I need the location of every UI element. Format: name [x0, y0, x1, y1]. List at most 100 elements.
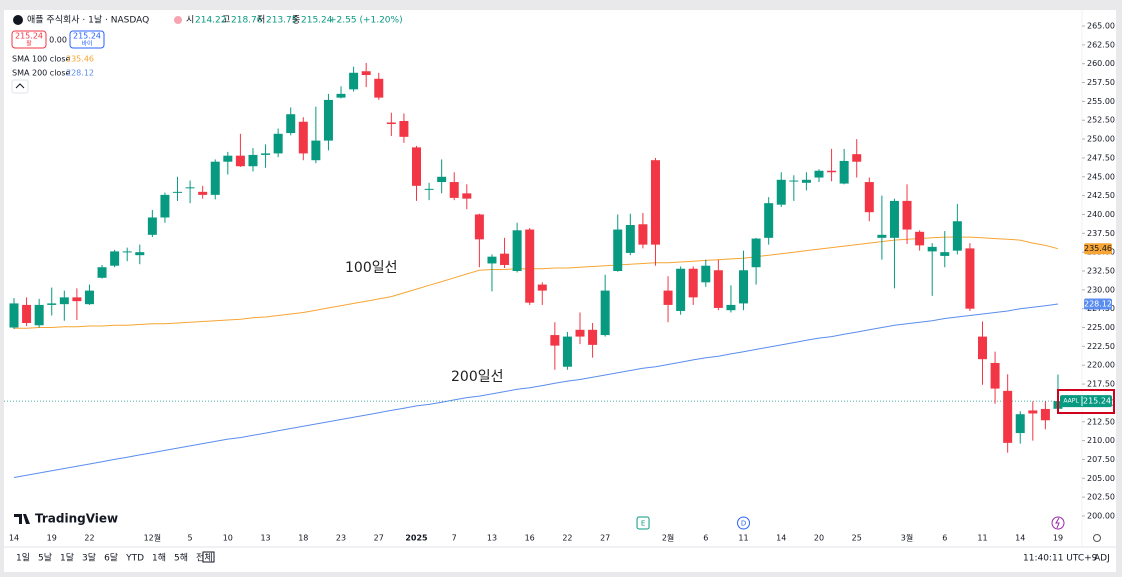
candle-body: [537, 284, 547, 291]
range-button[interactable]: 5해: [174, 553, 188, 564]
range-button[interactable]: YTD: [125, 554, 144, 564]
x-tick-label: 7: [452, 534, 457, 543]
event-bolt: [1055, 517, 1060, 529]
candle-body: [650, 160, 660, 245]
collapse-icon[interactable]: [15, 83, 25, 89]
x-tick-label: 14: [776, 534, 786, 543]
price-badge-symbol: AAPL: [1063, 398, 1079, 405]
close-value: 215.24: [301, 16, 333, 26]
symbol-icon: [13, 15, 23, 25]
candle-body: [223, 155, 233, 162]
candle-body: [726, 304, 736, 311]
y-tick-label: 207.50: [1087, 455, 1115, 464]
legend-sma200: SMA 200 close: [12, 69, 70, 78]
buy-button[interactable]: [69, 30, 105, 49]
candle-body: [160, 194, 170, 218]
x-tick-label: 20: [814, 534, 824, 543]
open-label: 시: [186, 15, 194, 26]
candle-body: [261, 153, 271, 155]
sell-label[interactable]: 팔: [26, 41, 32, 48]
sma-badge: [1084, 298, 1112, 310]
candle-body: [336, 93, 346, 98]
x-tick-label: 3월: [901, 533, 913, 543]
sell-button[interactable]: [11, 30, 47, 49]
y-tick-label: 232.50: [1087, 267, 1115, 276]
candle-body: [613, 229, 623, 271]
range-button[interactable]: 1해: [152, 553, 166, 564]
x-tick-label: 19: [1053, 534, 1063, 543]
candle-body: [110, 251, 120, 266]
event-marker: [636, 516, 650, 530]
high-value: 218.76: [231, 16, 263, 26]
x-tick-label: 14: [1015, 534, 1025, 543]
collapse-button[interactable]: [11, 79, 29, 94]
range-button[interactable]: 1달: [60, 552, 74, 564]
candle-body: [676, 268, 686, 311]
x-tick-label: 6: [703, 534, 708, 543]
range-button[interactable]: 5날: [38, 553, 52, 564]
candle-body: [72, 297, 82, 302]
candle-body: [374, 78, 384, 98]
x-tick-label: 5: [188, 534, 193, 543]
y-tick-label: 230.00: [1087, 285, 1115, 294]
candle-body: [500, 253, 510, 265]
y-tick-label: 225.00: [1087, 323, 1115, 332]
candle-body: [625, 225, 635, 253]
x-tick-label: 11: [977, 534, 987, 543]
candle-body: [97, 267, 107, 278]
y-tick-label: 260.00: [1087, 59, 1115, 68]
high-label: 고: [222, 16, 230, 26]
sma-line: [13, 303, 1059, 478]
x-tick-label: 22: [84, 534, 94, 543]
candle-body: [210, 161, 220, 195]
candle-body: [600, 290, 610, 336]
y-tick-label: 217.50: [1087, 380, 1115, 389]
candle-body: [122, 251, 132, 253]
adj[interactable]: ADJ: [1094, 554, 1110, 564]
candle-body: [248, 154, 258, 167]
sell-price[interactable]: 215.24: [15, 32, 43, 41]
x-tick-label: 18: [298, 534, 308, 543]
range-button[interactable]: 3달: [82, 552, 96, 564]
candle-body: [965, 248, 975, 309]
y-tick-label: 255.00: [1087, 97, 1115, 106]
candle-body: [638, 224, 648, 245]
settings-icon[interactable]: [1093, 534, 1101, 542]
candle-body: [575, 329, 585, 337]
plot: 200.00202.50205.00207.50210.00212.50215.…: [4, 22, 1115, 543]
brand: TradingView: [35, 512, 118, 526]
candle-body: [386, 122, 396, 125]
y-tick-label: 237.50: [1087, 229, 1115, 238]
candle-body: [814, 170, 824, 178]
open-value: 214.22: [195, 16, 227, 26]
x-tick-label: 25: [852, 534, 862, 543]
x-tick-label: 10: [223, 534, 233, 543]
y-tick-label: 262.50: [1087, 40, 1115, 49]
x-tick-label: 16: [525, 534, 535, 543]
x-tick-label: 11: [738, 534, 748, 543]
candle-body: [525, 229, 535, 303]
candle-body: [47, 303, 57, 305]
range-button[interactable]: 전체: [196, 553, 213, 564]
x-tick-label: 27: [374, 534, 384, 543]
range-button[interactable]: 6달: [104, 552, 118, 564]
candle-body: [940, 252, 950, 256]
candle-body: [437, 176, 447, 183]
candle-body: [59, 297, 69, 305]
candle-body: [135, 252, 145, 256]
y-tick-label: 220.00: [1087, 361, 1115, 370]
buy-price[interactable]: 215.24: [73, 32, 101, 41]
candle-body: [286, 114, 296, 134]
low-value: 213.75: [266, 16, 298, 26]
candle-body: [701, 265, 711, 283]
range-button[interactable]: 1일: [16, 553, 30, 564]
candle-body: [915, 231, 925, 246]
calendar-icon[interactable]: [202, 551, 215, 563]
y-tick-label: 265.00: [1087, 22, 1115, 31]
candle-body: [34, 304, 44, 326]
candle-body: [889, 200, 899, 238]
event-marker: [737, 516, 751, 530]
buy-label[interactable]: 바이: [81, 40, 92, 48]
candle-body: [927, 246, 937, 252]
